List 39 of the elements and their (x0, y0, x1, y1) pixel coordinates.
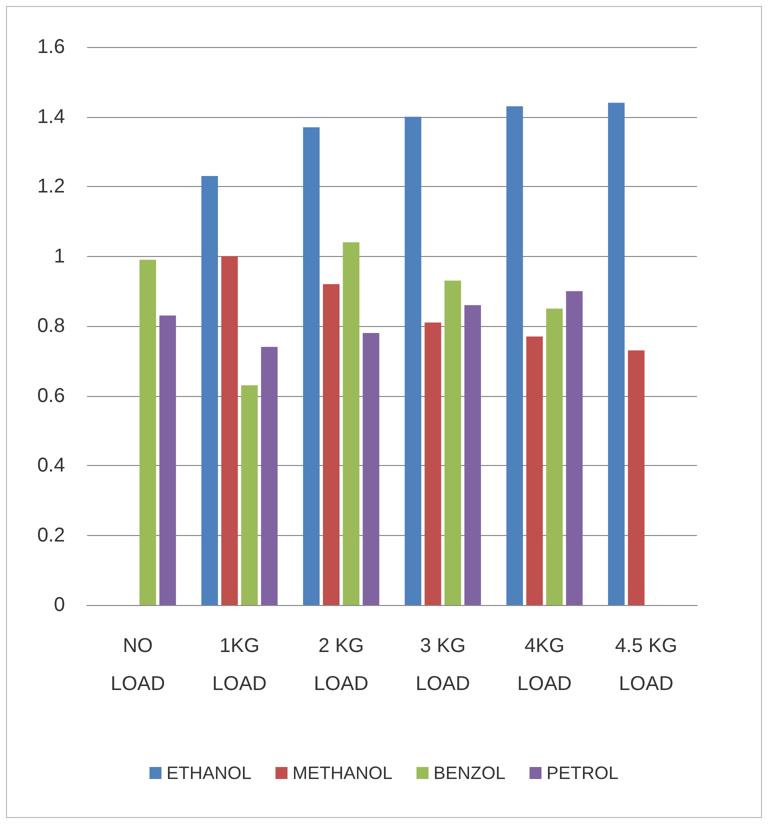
bar (566, 291, 583, 605)
y-tick-label: 0.4 (37, 454, 65, 476)
y-tick-label: 0.6 (37, 384, 65, 407)
legend-label: ETHANOL (166, 763, 252, 783)
bar (424, 322, 442, 605)
y-tick-label: 1.2 (37, 176, 65, 198)
y-tick-label: 0 (54, 594, 65, 616)
legend-label: PETROL (546, 763, 619, 783)
x-tick-label: 1KG LOAD (212, 635, 267, 695)
legend-label: METHANOL (292, 763, 392, 783)
y-tick-label: 0.2 (37, 524, 65, 546)
y-tick-label: 0.8 (37, 315, 65, 337)
bar (261, 346, 278, 605)
y-tick-label: 1.4 (37, 106, 65, 128)
bar (159, 316, 176, 605)
x-tick-label: NO LOAD (110, 635, 166, 695)
bar (506, 106, 523, 605)
legend-label: BENZOL (433, 763, 506, 783)
bar (139, 260, 156, 605)
bar (342, 242, 360, 605)
x-tick-label: 4.5 KG LOAD (615, 635, 678, 695)
bar (322, 284, 340, 605)
bar (608, 102, 625, 605)
x-tick-label: 3 KG LOAD (416, 635, 470, 695)
bar (362, 332, 380, 605)
bar (241, 385, 258, 605)
bar (404, 116, 422, 605)
y-tick-label: 1.6 (37, 36, 65, 58)
bar (464, 305, 481, 605)
bar (546, 308, 563, 605)
x-tick-label: 2 KG LOAD (314, 635, 368, 695)
x-tick-label: 4KG LOAD (517, 635, 572, 695)
bar (444, 280, 462, 605)
bar (628, 350, 645, 605)
bar (221, 256, 238, 605)
bar (201, 176, 218, 605)
bar (303, 127, 320, 605)
bar (526, 336, 543, 605)
y-tick-label: 1 (54, 245, 65, 268)
